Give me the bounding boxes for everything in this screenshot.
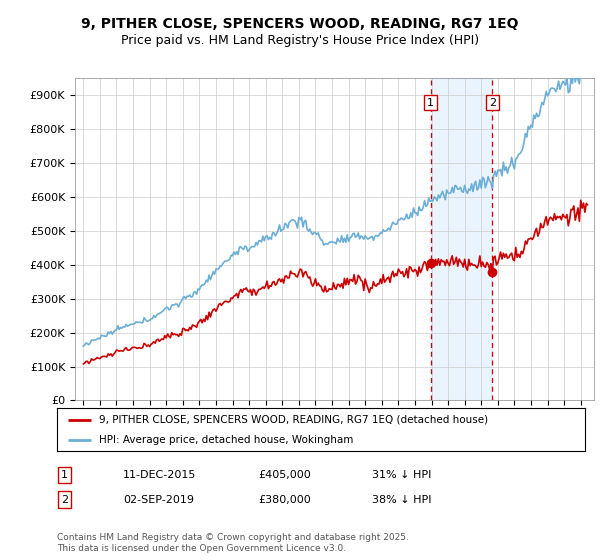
Text: HPI: Average price, detached house, Wokingham: HPI: Average price, detached house, Woki… (99, 435, 353, 445)
Text: 2: 2 (61, 494, 68, 505)
Text: 1: 1 (61, 470, 68, 480)
Text: 31% ↓ HPI: 31% ↓ HPI (372, 470, 431, 480)
Text: 9, PITHER CLOSE, SPENCERS WOOD, READING, RG7 1EQ (detached house): 9, PITHER CLOSE, SPENCERS WOOD, READING,… (99, 415, 488, 424)
Text: Contains HM Land Registry data © Crown copyright and database right 2025.
This d: Contains HM Land Registry data © Crown c… (57, 533, 409, 553)
Text: Price paid vs. HM Land Registry's House Price Index (HPI): Price paid vs. HM Land Registry's House … (121, 34, 479, 47)
Text: 38% ↓ HPI: 38% ↓ HPI (372, 494, 431, 505)
Text: 2: 2 (489, 97, 496, 108)
Text: 11-DEC-2015: 11-DEC-2015 (123, 470, 196, 480)
Text: 02-SEP-2019: 02-SEP-2019 (123, 494, 194, 505)
Text: 1: 1 (427, 97, 434, 108)
Bar (431, 78, 493, 400)
Text: £380,000: £380,000 (258, 494, 311, 505)
Text: 9, PITHER CLOSE, SPENCERS WOOD, READING, RG7 1EQ: 9, PITHER CLOSE, SPENCERS WOOD, READING,… (81, 16, 519, 30)
Text: £405,000: £405,000 (258, 470, 311, 480)
